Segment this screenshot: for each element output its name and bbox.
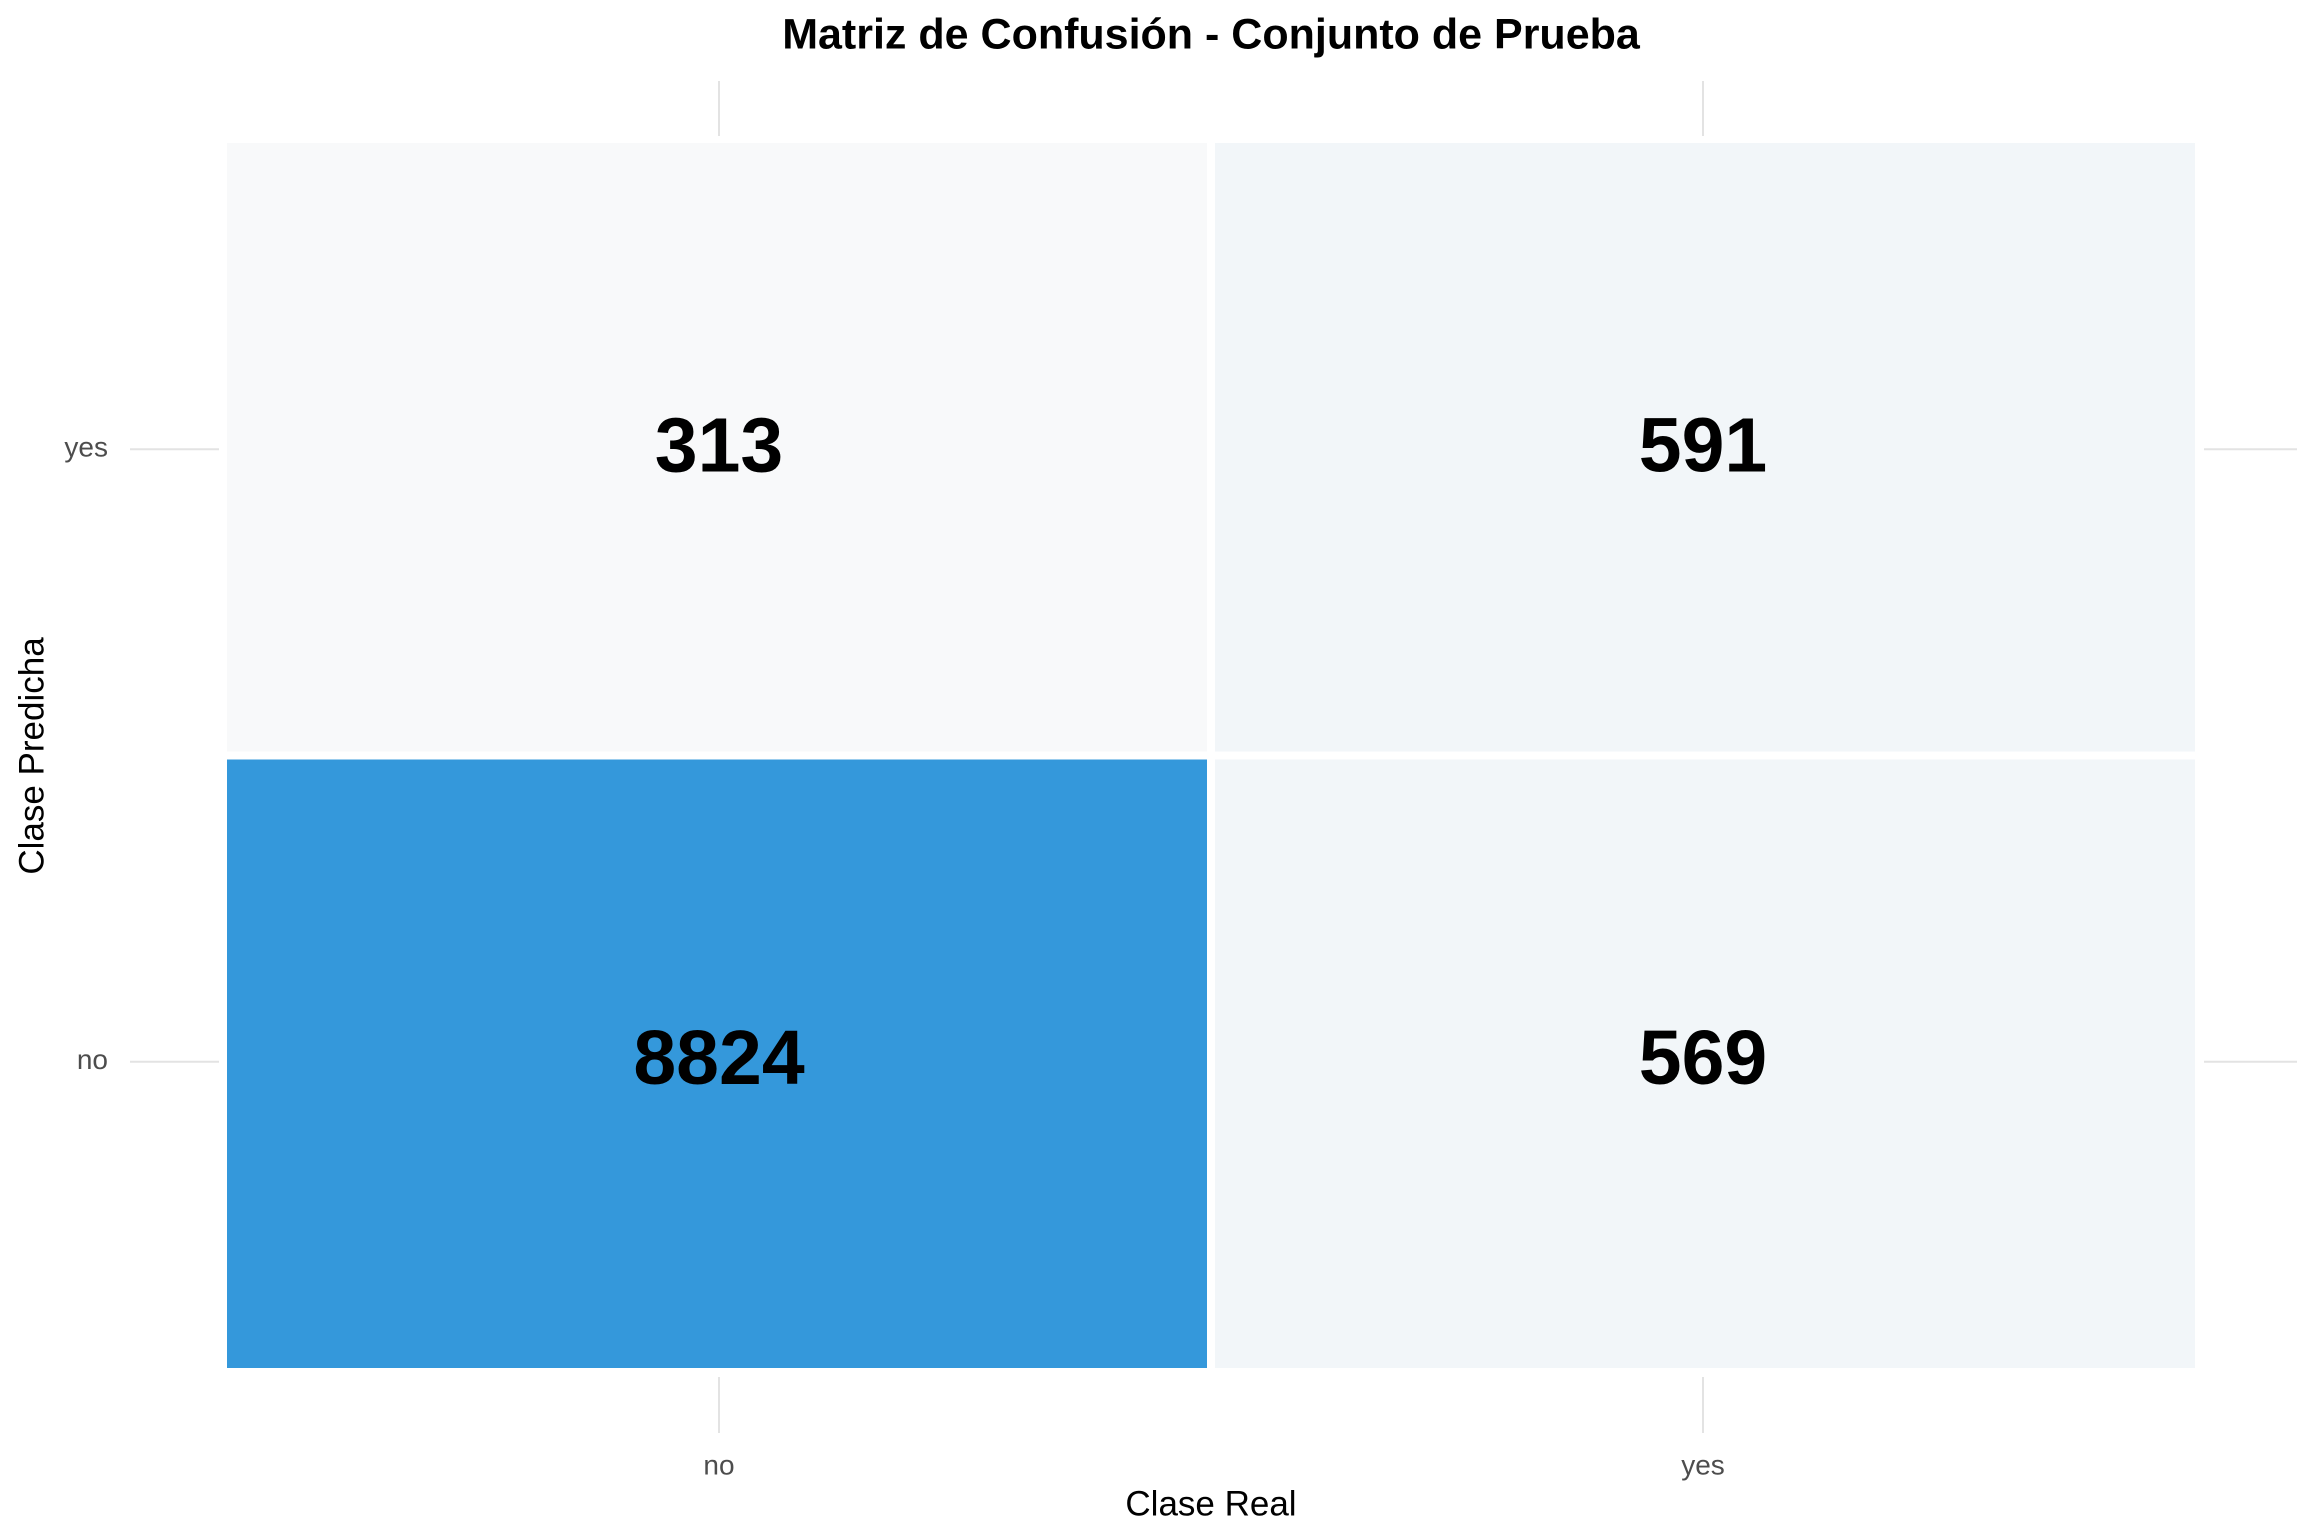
chart-title: Matriz de Confusión - Conjunto de Prueba: [782, 10, 1641, 58]
cell-label: 591: [1639, 403, 1767, 489]
cell-label: 8824: [633, 1015, 804, 1101]
cell: [1215, 759, 2195, 1368]
cell-label: 313: [655, 403, 783, 489]
cell: [227, 143, 1207, 752]
y-axis-title: Clase Predicha: [12, 637, 51, 875]
cell-label: 569: [1639, 1015, 1767, 1101]
x-tick-label: no: [703, 1449, 734, 1480]
y-tick-label: no: [77, 1044, 108, 1075]
cell: [1215, 143, 2195, 752]
y-tick-label: yes: [64, 432, 108, 463]
cell: [227, 759, 1207, 1368]
x-tick-label: yes: [1681, 1449, 1725, 1480]
x-axis-title: Clase Real: [1125, 1484, 1296, 1523]
